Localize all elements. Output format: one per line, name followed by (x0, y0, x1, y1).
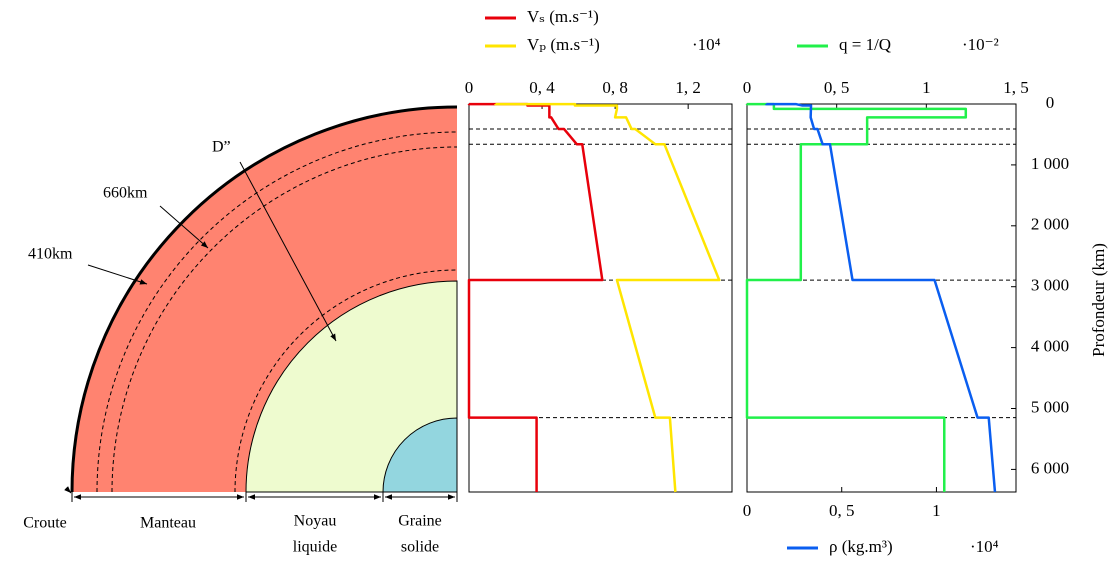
arrow-660 (159, 205, 209, 249)
label-410: 410km (28, 246, 73, 263)
series-line (467, 102, 604, 492)
inner-core (382, 417, 458, 493)
label-660: 660km (103, 185, 148, 202)
label-outer-core: Noyau (294, 513, 337, 530)
x-tick-label: 1, 5 (1003, 78, 1029, 97)
x2-multiplier: ·10⁻² (962, 35, 999, 54)
x-tick-label: 0, 8 (602, 78, 628, 97)
legend-label: Vₛ (m.s⁻¹) (527, 7, 599, 26)
outer-core (245, 280, 458, 493)
plot-frame (746, 103, 1017, 493)
legend-label: ρ (kg.m³) (829, 537, 893, 556)
circle-660 (111, 146, 458, 493)
label-crust: Croute (23, 515, 67, 532)
y-tick-label: 3 000 (1031, 276, 1069, 295)
legend-label: Vₚ (m.s⁻¹) (527, 35, 600, 54)
x-multiplier: ·10⁴ (970, 537, 999, 556)
x-tick-label: 0 (743, 78, 752, 97)
arrow-410 (87, 264, 148, 285)
y-tick-label: 4 000 (1031, 337, 1069, 356)
label-inner-core: solide (401, 539, 439, 556)
crust (70, 105, 458, 493)
y-axis-label: Profondeur (km) (1089, 243, 1108, 357)
x-tick-label: 1, 2 (675, 78, 701, 97)
x-tick-label: 0, 5 (824, 78, 850, 97)
y-tick-label: 6 000 (1031, 458, 1069, 477)
y-tick-label: 0 (1046, 93, 1055, 112)
legend-label: q = 1/Q (839, 35, 891, 54)
x-tick-label: 0 (465, 78, 474, 97)
y-tick-label: 5 000 (1031, 397, 1069, 416)
series-line (765, 102, 997, 493)
y-tick-label: 2 000 (1031, 215, 1069, 234)
series-line (494, 102, 721, 493)
x-multiplier: ·10⁴ (692, 35, 721, 54)
arrow-d2 (239, 161, 337, 342)
x-tick-label: 0 (743, 501, 752, 520)
x-tick-label: 1 (932, 501, 941, 520)
label-d2: D” (212, 139, 231, 156)
circle-410 (96, 131, 458, 493)
x-tick-label: 0, 4 (529, 78, 555, 97)
earth-diagram: 410km 660km D” Croute Manteau Noyau liqu… (23, 105, 458, 556)
y-tick-label: 1 000 (1031, 154, 1069, 173)
label-outer-core: liquide (293, 539, 337, 556)
x-tick-label: 1 (922, 78, 931, 97)
circle-d2 (234, 269, 458, 493)
dimension-lines (64, 486, 458, 502)
plot-frame (468, 103, 733, 493)
series-line (745, 102, 968, 492)
x-tick-label: 0, 5 (829, 501, 855, 520)
label-mantle: Manteau (140, 515, 196, 532)
label-inner-core: Graine (398, 513, 442, 530)
